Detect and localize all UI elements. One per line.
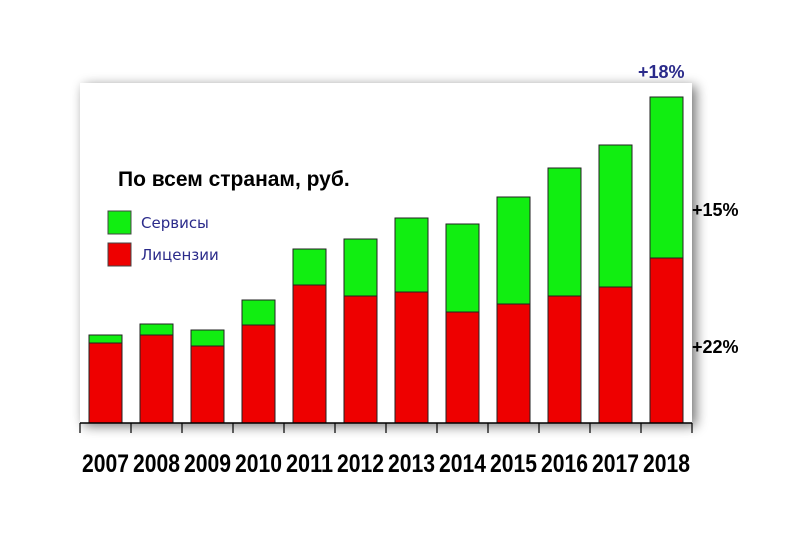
plot-area <box>80 83 692 423</box>
x-tick-label-2010: 2010 <box>235 450 282 478</box>
bar-licenses-2018 <box>649 257 684 424</box>
x-tick-label-2009: 2009 <box>184 450 231 478</box>
bar-licenses-2014 <box>445 311 480 424</box>
legend-swatch-licenses <box>107 242 132 267</box>
bar-licenses-2010 <box>241 324 276 424</box>
bar-licenses-2009 <box>190 345 225 424</box>
x-tick-label-2017: 2017 <box>592 450 639 478</box>
x-tick-label-2013: 2013 <box>388 450 435 478</box>
legend-swatch-services <box>107 210 132 235</box>
bar-services-2011 <box>292 248 327 286</box>
bar-services-2018 <box>649 96 684 259</box>
bar-licenses-2015 <box>496 303 531 424</box>
x-tick-label-2018: 2018 <box>643 450 690 478</box>
bar-services-2015 <box>496 196 531 305</box>
x-tick-label-2007: 2007 <box>82 450 129 478</box>
annotation-licenses-growth: +22% <box>692 337 739 357</box>
x-tick-label-2014: 2014 <box>439 450 486 478</box>
x-tick-label-2011: 2011 <box>286 450 333 478</box>
legend-label-licenses: Лицензии <box>141 246 219 264</box>
x-tick-label-2012: 2012 <box>337 450 384 478</box>
bar-licenses-2013 <box>394 291 429 424</box>
bar-licenses-2012 <box>343 295 378 424</box>
bar-services-2016 <box>547 167 582 297</box>
chart-title: По всем странам, руб. <box>118 168 350 191</box>
annotation-total-growth: +18% <box>638 62 685 82</box>
bar-services-2008 <box>139 323 174 336</box>
bar-licenses-2016 <box>547 295 582 424</box>
bar-licenses-2008 <box>139 334 174 424</box>
bar-services-2012 <box>343 238 378 297</box>
bar-licenses-2007 <box>88 342 123 424</box>
x-tick-label-2008: 2008 <box>133 450 180 478</box>
x-axis: 2007 2008 2009 2010 2011 2012 2013 2014 2015 2016… <box>79 422 693 478</box>
bar-services-2009 <box>190 329 225 347</box>
bar-licenses-2017 <box>598 286 633 424</box>
x-tick-label-2015: 2015 <box>490 450 537 478</box>
bars-group <box>88 96 684 424</box>
bar-licenses-2011 <box>292 284 327 424</box>
bar-services-2010 <box>241 299 276 326</box>
bar-services-2014 <box>445 223 480 313</box>
bar-services-2017 <box>598 144 633 288</box>
bar-services-2013 <box>394 217 429 293</box>
annotation-services-growth: +15% <box>692 200 739 220</box>
bar-services-2007 <box>88 334 123 344</box>
x-tick-label-2016: 2016 <box>541 450 588 478</box>
legend-label-services: Сервисы <box>141 214 209 232</box>
